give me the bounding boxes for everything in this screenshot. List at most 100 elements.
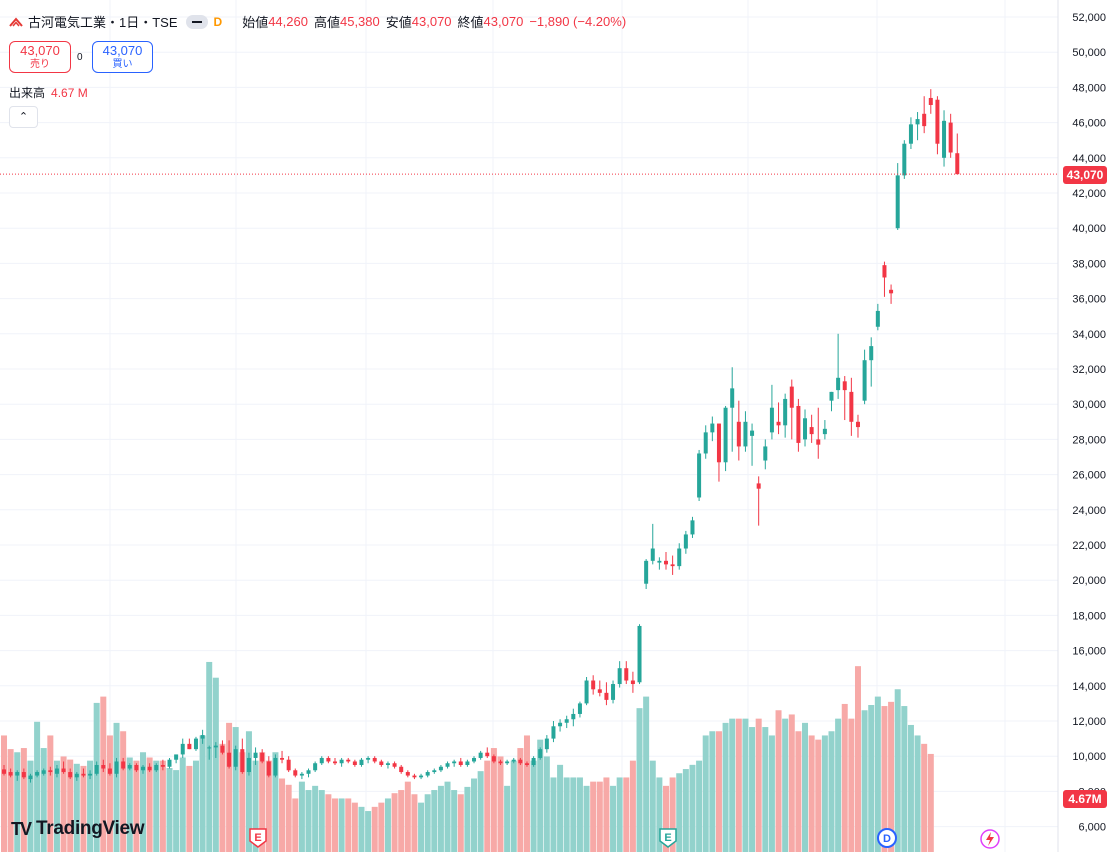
candle-body <box>41 770 46 774</box>
sell-button[interactable]: 43,070 売り <box>9 41 71 73</box>
volume-bar <box>34 721 41 852</box>
volume-bar <box>557 764 564 852</box>
candle-body <box>604 692 609 700</box>
volume-bar <box>768 735 775 852</box>
candle-body <box>54 768 59 774</box>
volume-value: 4.67 M <box>51 86 88 100</box>
candle-body <box>697 453 702 498</box>
volume-bar <box>252 760 259 852</box>
candle-body <box>498 761 503 764</box>
candle-body <box>432 770 437 773</box>
candle-body <box>862 360 867 401</box>
volume-bar <box>643 696 650 852</box>
volume-bar <box>835 718 842 852</box>
volume-bar <box>815 739 822 852</box>
candle-body <box>849 391 854 422</box>
volume-bar <box>715 731 722 852</box>
volume-bar <box>530 760 537 852</box>
tradingview-logo[interactable]: TV TradingView <box>11 818 145 840</box>
candle-body <box>584 680 589 704</box>
candle-body <box>829 391 834 401</box>
high-value: 45,380 <box>339 14 380 29</box>
volume-bar <box>696 760 703 852</box>
candle-body <box>8 772 13 776</box>
volume-bar <box>20 748 27 852</box>
candle-body <box>458 761 463 765</box>
candle-body <box>445 763 450 767</box>
buy-price: 43,070 <box>102 43 143 58</box>
candle-body <box>683 534 688 549</box>
volume-bar <box>563 777 570 852</box>
open-label: 始値 <box>242 15 269 30</box>
candle-body <box>882 265 887 278</box>
dividend-marker-icon[interactable] <box>877 828 897 848</box>
candle-body <box>167 759 172 767</box>
volume-bar <box>735 718 742 852</box>
volume-bar <box>841 703 848 852</box>
candle-body <box>544 738 549 750</box>
candle-body <box>723 407 728 463</box>
volume-bar <box>663 785 669 852</box>
candle-body <box>644 560 649 584</box>
low-value: 43,070 <box>411 14 452 29</box>
volume-bar <box>47 735 54 852</box>
symbol-legend: 古河電気工業・1日・TSE D 始値 44,260 高値 45,380 安値 43,0… <box>8 12 626 31</box>
candle-body <box>902 143 907 176</box>
y-tick-label: 30,000 <box>1072 399 1106 411</box>
candle-body <box>286 759 291 771</box>
candle-body <box>524 763 529 765</box>
volume-bar <box>93 702 100 852</box>
candle-body <box>558 722 563 727</box>
candle-body <box>121 761 126 769</box>
y-tick-label: 6,000 <box>1078 822 1106 834</box>
volume-bar <box>477 771 484 852</box>
volume-bar <box>80 765 87 852</box>
candle-body <box>670 564 675 567</box>
volume-bar <box>325 794 332 852</box>
candle-body <box>319 757 324 764</box>
volume-bar <box>245 731 252 852</box>
candle-body <box>88 773 93 776</box>
candle-body <box>624 668 629 681</box>
candle-body <box>478 752 483 758</box>
candle-body <box>915 119 920 125</box>
earnings-marker-icon[interactable] <box>659 828 677 848</box>
y-tick-label: 22,000 <box>1072 540 1106 552</box>
volume-bar <box>590 781 597 852</box>
candle-body <box>922 113 927 127</box>
volume-bar <box>702 735 709 852</box>
volume-bar <box>484 760 491 852</box>
candle-body <box>769 407 774 433</box>
candle-body <box>160 765 165 767</box>
volume-bar <box>305 790 312 852</box>
y-tick-label: 24,000 <box>1072 505 1106 517</box>
candle-body <box>637 625 642 683</box>
candle-body <box>187 743 192 750</box>
candle-body <box>180 743 185 755</box>
volume-bar <box>437 785 444 852</box>
candle-body <box>246 757 251 773</box>
candle-body <box>412 775 417 778</box>
candle-body <box>227 752 232 767</box>
volume-bar <box>649 760 656 852</box>
candle-body <box>134 765 139 771</box>
candle-body <box>630 680 635 685</box>
earnings-marker-icon[interactable] <box>249 828 267 848</box>
candle-body <box>253 752 258 758</box>
candle-body <box>716 423 721 463</box>
collapse-legend-button[interactable]: ⌃ <box>9 106 38 128</box>
candle-body <box>372 757 377 762</box>
candle-body <box>107 768 112 774</box>
candle-body <box>577 703 582 714</box>
volume-bar <box>100 696 107 852</box>
candle-body <box>743 421 748 447</box>
buy-button[interactable]: 43,070 買い <box>92 41 153 73</box>
candle-body <box>756 483 761 489</box>
candle-body <box>783 398 788 426</box>
symbol-title[interactable]: 古河電気工業・1日・TSE <box>28 15 178 30</box>
volume-bar <box>894 689 901 852</box>
candle-body <box>299 773 304 776</box>
candle-body <box>419 775 424 778</box>
visibility-toggle-icon[interactable] <box>185 14 208 29</box>
